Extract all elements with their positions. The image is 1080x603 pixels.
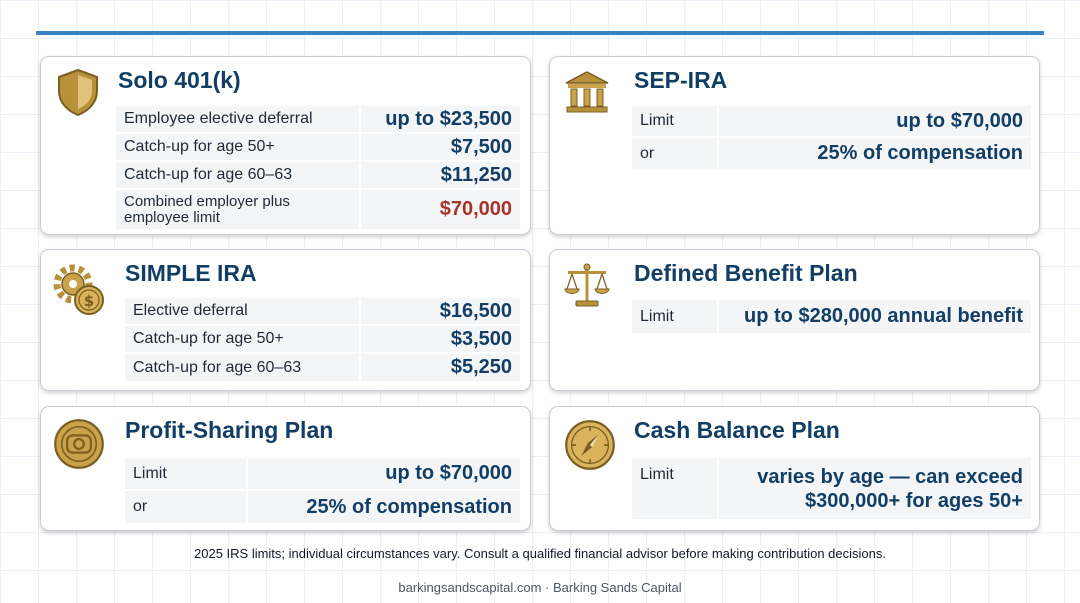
table-row: Elective deferral $16,500 bbox=[125, 296, 520, 325]
row-value-highlight: $70,000 bbox=[360, 188, 520, 229]
row-label: Catch-up for age 50+ bbox=[116, 132, 361, 161]
bank-building-icon bbox=[565, 71, 609, 113]
table-row: Limit up to $70,000 bbox=[632, 104, 1031, 137]
row-value: 25% of compensation bbox=[247, 489, 520, 523]
row-label: Limit bbox=[632, 456, 719, 519]
sep-ira-card: SEP-IRA Limit up to $70,000 or 25% of co… bbox=[549, 56, 1040, 235]
card-title: SIMPLE IRA bbox=[125, 260, 257, 286]
table-row: Limit up to $70,000 bbox=[125, 456, 520, 490]
limits-table: Limit varies by age — can exceed $300,00… bbox=[632, 456, 1031, 519]
row-label: Combined employer plus employee limit bbox=[116, 188, 361, 229]
row-label: Elective deferral bbox=[125, 296, 361, 325]
row-label: Catch-up for age 60–63 bbox=[125, 352, 361, 381]
table-row: Catch-up for age 50+ $7,500 bbox=[116, 132, 520, 161]
row-value: up to $280,000 annual benefit bbox=[718, 298, 1031, 333]
row-label: Catch-up for age 60–63 bbox=[116, 160, 361, 189]
row-label: Limit bbox=[632, 104, 719, 137]
table-row: Catch-up for age 60–63 $5,250 bbox=[125, 352, 520, 381]
limits-table: Limit up to $70,000 or 25% of compensati… bbox=[125, 456, 520, 523]
gear-dollar-icon: $ bbox=[53, 264, 104, 315]
limits-table: Limit up to $70,000 or 25% of compensati… bbox=[632, 104, 1031, 169]
solo-401k-card: Solo 401(k) Employee elective deferral u… bbox=[40, 56, 531, 235]
disclaimer-footnote: 2025 IRS limits; individual circumstance… bbox=[194, 546, 886, 561]
row-value: 25% of compensation bbox=[718, 136, 1031, 169]
table-row: Limit up to $280,000 annual benefit bbox=[632, 298, 1031, 333]
compass-icon bbox=[565, 420, 615, 470]
row-label: or bbox=[125, 489, 248, 523]
top-accent-rule bbox=[36, 31, 1044, 35]
limits-table: Elective deferral $16,500 Catch-up for a… bbox=[125, 296, 520, 381]
table-row: or 25% of compensation bbox=[125, 489, 520, 523]
row-value: varies by age — can exceed $300,000+ for… bbox=[718, 456, 1031, 519]
row-value: $7,500 bbox=[360, 132, 520, 161]
table-row: or 25% of compensation bbox=[632, 136, 1031, 169]
table-row: Limit varies by age — can exceed $300,00… bbox=[632, 456, 1031, 519]
card-title: Solo 401(k) bbox=[118, 67, 241, 93]
row-value: $3,500 bbox=[360, 324, 520, 353]
limits-table: Employee elective deferral up to $23,500… bbox=[116, 104, 520, 229]
balance-scale-icon bbox=[564, 263, 610, 307]
row-value: up to $23,500 bbox=[360, 104, 520, 133]
defined-benefit-card: Defined Benefit Plan Limit up to $280,00… bbox=[549, 249, 1040, 391]
card-title: SEP-IRA bbox=[634, 67, 728, 93]
limits-table: Limit up to $280,000 annual benefit bbox=[632, 298, 1031, 333]
row-label: or bbox=[632, 136, 719, 169]
simple-ira-card: $ SIMPLE IRA Elective deferral $16,500 C… bbox=[40, 249, 531, 391]
row-value: up to $70,000 bbox=[247, 456, 520, 490]
coin-icon bbox=[54, 419, 104, 469]
profit-sharing-card: Profit-Sharing Plan Limit up to $70,000 … bbox=[40, 406, 531, 531]
shield-icon bbox=[58, 68, 98, 117]
card-title: Defined Benefit Plan bbox=[634, 260, 858, 286]
row-label: Limit bbox=[125, 456, 248, 490]
cash-balance-card: Cash Balance Plan Limit varies by age — … bbox=[549, 406, 1040, 531]
row-label: Employee elective deferral bbox=[116, 104, 361, 133]
card-title: Cash Balance Plan bbox=[634, 417, 840, 443]
row-label: Catch-up for age 50+ bbox=[125, 324, 361, 353]
table-row: Catch-up for age 50+ $3,500 bbox=[125, 324, 520, 353]
footer-credit: barkingsandscapital.com · Barking Sands … bbox=[398, 580, 682, 595]
row-value: $11,250 bbox=[360, 160, 520, 189]
row-label: Limit bbox=[632, 298, 719, 333]
table-row: Catch-up for age 60–63 $11,250 bbox=[116, 160, 520, 189]
card-title: Profit-Sharing Plan bbox=[125, 417, 334, 443]
row-value: $16,500 bbox=[360, 296, 520, 325]
table-row: Employee elective deferral up to $23,500 bbox=[116, 104, 520, 133]
row-value: $5,250 bbox=[360, 352, 520, 381]
table-row: Combined employer plus employee limit $7… bbox=[116, 188, 520, 229]
svg-text:$: $ bbox=[84, 292, 94, 310]
row-value: up to $70,000 bbox=[718, 104, 1031, 137]
